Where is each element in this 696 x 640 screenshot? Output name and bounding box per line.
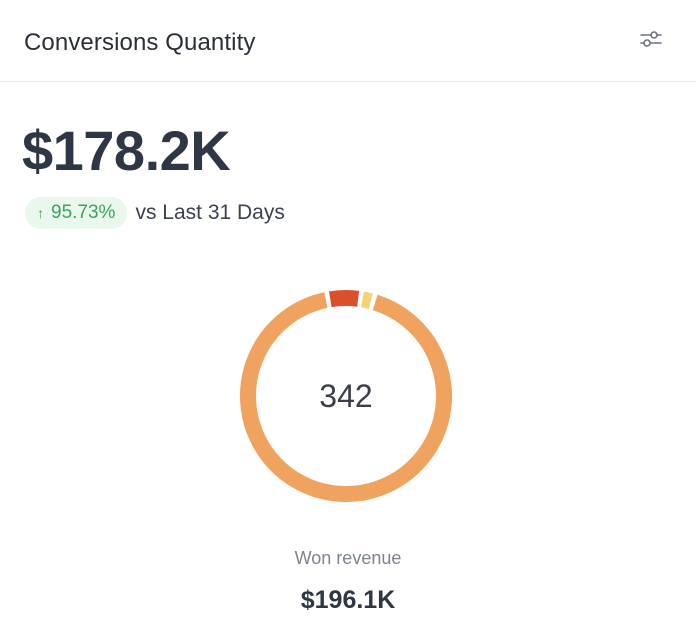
donut-chart: 342 [234, 284, 458, 508]
card-header: Conversions Quantity [0, 0, 696, 82]
sliders-icon [640, 31, 662, 47]
delta-badge: ↑ 95.73% [25, 197, 128, 229]
donut-segment-3[interactable] [361, 291, 373, 309]
won-revenue-value: $196.1K [300, 586, 396, 614]
donut-segment-2[interactable] [329, 290, 360, 308]
card-title: Conversions Quantity [24, 29, 256, 56]
delta-percent: 95.73% [51, 202, 116, 223]
delta-row: ↑ 95.73% vs Last 31 Days [25, 197, 285, 229]
donut-segment-1[interactable] [240, 292, 452, 502]
filter-button[interactable] [634, 24, 668, 54]
donut-svg [240, 290, 452, 502]
compare-period-text: vs Last 31 Days [135, 201, 285, 224]
conversions-value: $178.2K [22, 119, 231, 182]
donut-center-value: 342 [319, 377, 373, 414]
won-revenue-label: Won revenue [294, 548, 402, 568]
arrow-up-icon: ↑ [37, 205, 44, 221]
